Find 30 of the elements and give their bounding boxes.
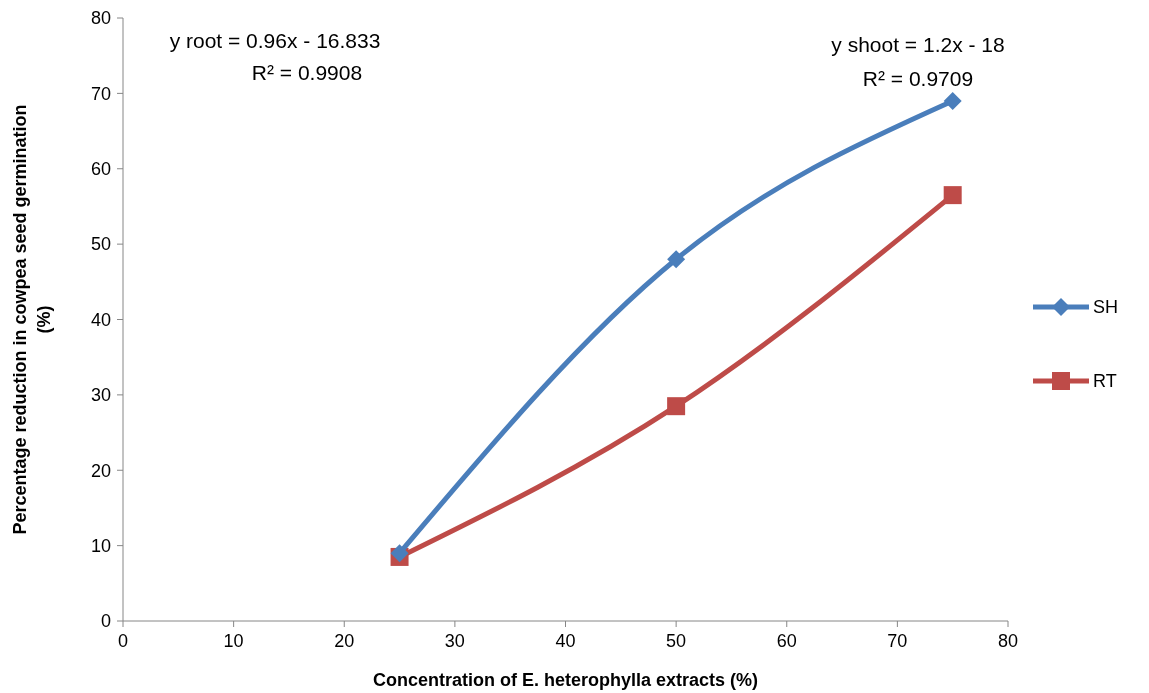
point <box>667 250 686 269</box>
annotation: y root = 0.96x - 16.833 <box>169 29 381 52</box>
annotation: R² = 0.9709 <box>862 67 974 90</box>
y-tick-label: 40 <box>90 309 111 330</box>
y-tick-label: 0 <box>100 611 111 632</box>
point <box>667 397 686 416</box>
point <box>943 186 962 205</box>
x-tick-label: 20 <box>334 631 355 651</box>
y-tick-label: 20 <box>90 460 111 481</box>
x-tick-label: 40 <box>555 631 576 651</box>
x-tick-label: 80 <box>997 631 1019 651</box>
x-tick-label: 10 <box>223 631 244 651</box>
x-tick-label: 60 <box>776 631 797 651</box>
annotation: y shoot = 1.2x - 18 <box>831 33 1005 56</box>
x-tick-label: 70 <box>887 631 908 651</box>
x-axis-title: Concentration of E. heterophylla extracts (%) <box>372 670 759 690</box>
y-tick-label: 30 <box>90 385 111 406</box>
x-tick-label: 30 <box>444 631 465 651</box>
y-tick-label: 80 <box>90 8 111 29</box>
y-tick-label: 70 <box>90 83 111 104</box>
legend-label: SH <box>1093 297 1119 318</box>
y-tick-label: 10 <box>90 535 111 556</box>
point <box>943 91 962 110</box>
y-tick-label: 60 <box>90 159 111 180</box>
y-axis-title: Percentage reduction in cowpea seed germination (%) <box>10 104 54 535</box>
y-tick-label: 50 <box>90 234 111 255</box>
annotation: R² = 0.9908 <box>251 61 363 84</box>
legend-label: RT <box>1093 371 1117 392</box>
x-tick-label: 50 <box>666 631 687 651</box>
x-tick-label: 0 <box>117 631 129 651</box>
